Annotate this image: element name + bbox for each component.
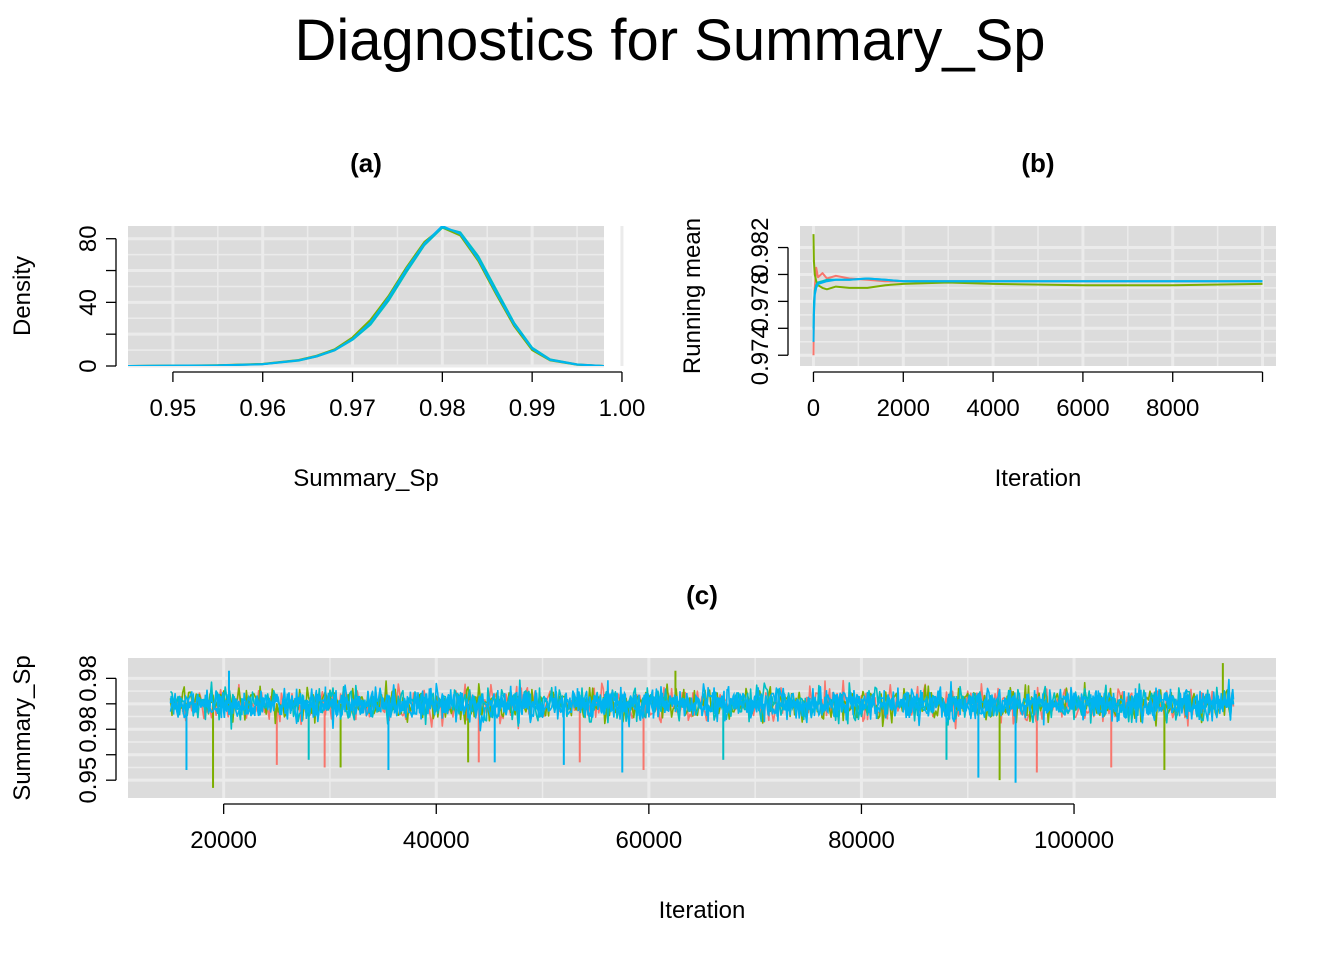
series-group: [128, 226, 604, 366]
trace-series-4: [169, 678, 1235, 732]
x-tick-label: 1.00: [599, 395, 646, 422]
x-tick-label: 0: [807, 395, 820, 422]
y-tick-label: 80: [75, 225, 102, 252]
x-tick-label: 40000: [403, 827, 470, 854]
x-tick-label: 20000: [190, 827, 257, 854]
series-group: [812, 234, 1263, 356]
panel-label: (c): [686, 580, 718, 610]
x-tick-label: 0.95: [150, 395, 197, 422]
panel-c: 20000 40000 60000 80000 100000 0.95 0.98 0.98 (c…: [9, 580, 1276, 924]
y-axis-label: Running mean: [679, 218, 706, 374]
panel-label: (a): [350, 148, 382, 178]
figure-title: Diagnostics for Summary_Sp: [294, 8, 1045, 73]
grid: [800, 226, 1276, 366]
grid: [128, 226, 624, 368]
y-tick-label: 40: [75, 289, 102, 316]
y-axis-label: Summary_Sp: [9, 655, 36, 800]
x-axis-label: Iteration: [995, 465, 1082, 492]
plot-background: [128, 226, 604, 366]
x-tick-label: 8000: [1146, 395, 1199, 422]
y-axis-label: Density: [9, 256, 36, 336]
x-tick-label: 2000: [877, 395, 930, 422]
x-tick-label: 6000: [1056, 395, 1109, 422]
y-tick-label: 0.978: [747, 271, 774, 331]
y-tick-label: 0.98: [75, 706, 102, 753]
y-tick-label: 0.974: [747, 325, 774, 385]
panel-a: 0.95 0.96 0.97 0.98 0.99 1.00 0 40 80 (a) Summary_…: [9, 148, 645, 492]
x-tick-label: 0.99: [509, 395, 556, 422]
x-tick-label: 80000: [828, 827, 895, 854]
series-group: [169, 663, 1235, 788]
y-tick-label: 0.982: [747, 218, 774, 278]
x-tick-label: 100000: [1034, 827, 1114, 854]
y-tick-label: 0.95: [75, 757, 102, 804]
x-axis-label: Iteration: [659, 897, 746, 924]
trace-band: [169, 680, 1235, 726]
x-tick-label: 4000: [966, 395, 1019, 422]
series-line-2: [812, 234, 1263, 291]
axes: 20000 40000 60000 80000 100000 0.95 0.98 0.98: [75, 655, 1114, 854]
panel-label: (b): [1021, 148, 1054, 178]
series-line-4: [128, 226, 604, 366]
series-line-4: [812, 277, 1263, 342]
y-tick-label: 0: [75, 359, 102, 372]
x-tick-label: 0.96: [239, 395, 286, 422]
y-tick-label: 0.98: [75, 655, 102, 702]
x-tick-label: 0.97: [329, 395, 376, 422]
x-tick-label: 0.98: [419, 395, 466, 422]
x-tick-label: 60000: [615, 827, 682, 854]
axes: 0.95 0.96 0.97 0.98 0.99 1.00 0 40 80: [75, 225, 645, 422]
x-axis-label: Summary_Sp: [293, 465, 438, 492]
